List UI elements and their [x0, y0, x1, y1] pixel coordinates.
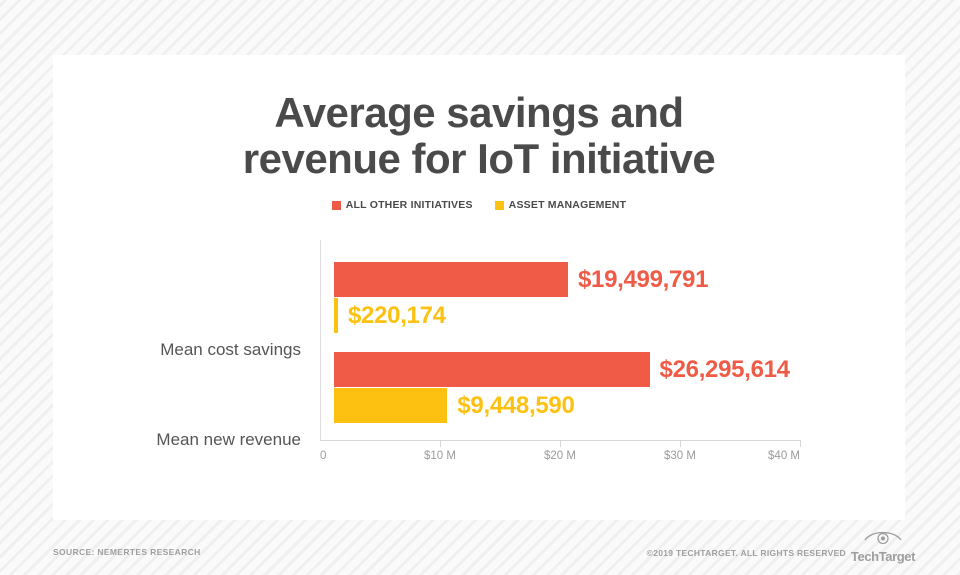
page-title-line-1: Average savings and [274, 89, 684, 136]
axis-tick [560, 440, 561, 447]
value-axis: 0 $10 M $20 M $30 M $40 M $19,499,791 $220,17… [320, 240, 801, 462]
bar-value-label: $220,174 [348, 302, 446, 329]
axis-tick [800, 440, 801, 447]
legend-swatch-icon [494, 200, 504, 210]
bar-value-label: $9,448,590 [457, 392, 575, 419]
axis-tick-label: $30 M [664, 450, 696, 462]
axis-tick-label: $10 M [424, 450, 456, 462]
bar-value-label: $26,295,614 [659, 356, 790, 383]
techtarget-logo: TechTarget [850, 528, 916, 564]
legend-swatch-icon [331, 200, 341, 210]
eye-target-icon [863, 528, 903, 550]
chart-card: Average savings and revenue for IoT init… [53, 55, 905, 520]
chart-legend: ALL OTHER INITIATIVES ASSET MANAGEMENT [53, 199, 905, 211]
legend-label: ALL OTHER INITIATIVES [345, 199, 473, 211]
chart-plot-area: Mean cost savings Mean new revenue 0 $10 … [53, 240, 905, 485]
bar-value-label: $19,499,791 [577, 266, 709, 293]
axis-tick-label: 0 [320, 450, 327, 462]
category-label-mean-new-revenue: Mean new revenue [156, 430, 301, 449]
legend-item-asset-management: ASSET MANAGEMENT [494, 199, 627, 211]
axis-tick-label: $20 M [544, 450, 576, 462]
axis-tick-label: $40 M [768, 450, 800, 462]
legend-item-all-other-initiatives: ALL OTHER INITIATIVES [331, 199, 473, 211]
page-title-line-2: revenue for IoT initiative [242, 135, 716, 182]
bar-group: $19,499,791 $220,174 $26,295,614 $9,448,590 [320, 240, 800, 440]
copyright-note: ©2019 TECHTARGET. ALL RIGHTS RESERVED [646, 548, 846, 558]
legend-label: ASSET MANAGEMENT [508, 199, 627, 211]
axis-tick [680, 440, 681, 447]
source-note: SOURCE: NEMERTES RESEARCH [53, 547, 201, 557]
bar [334, 298, 338, 333]
page-title: Average savings and revenue for IoT init… [53, 90, 905, 182]
category-axis: Mean cost savings Mean new revenue [53, 240, 315, 449]
category-label-mean-cost-savings: Mean cost savings [160, 340, 301, 359]
axis-vertical-line [320, 240, 321, 440]
bar [334, 352, 650, 387]
bar [334, 388, 448, 423]
footer-branding: ©2019 TECHTARGET. ALL RIGHTS RESERVED Te… [646, 528, 916, 564]
bar [334, 262, 568, 297]
axis-tick [440, 440, 441, 447]
techtarget-wordmark: TechTarget [850, 549, 916, 564]
